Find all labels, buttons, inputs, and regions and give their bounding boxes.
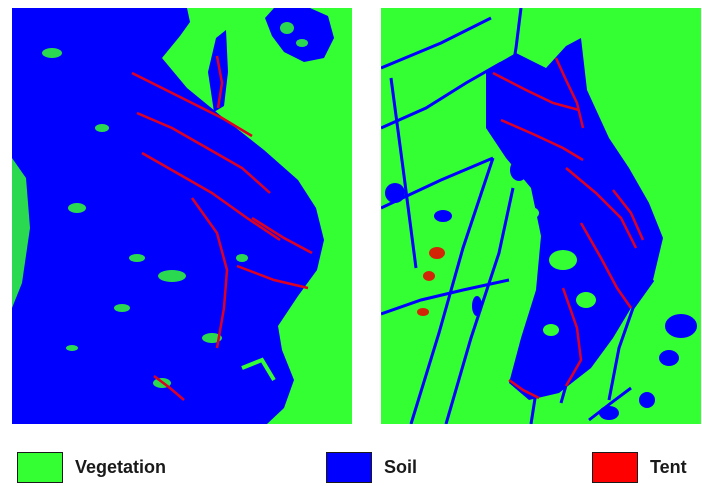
right-classification-map [381,8,701,424]
legend-item-soil: Soil [326,452,417,483]
legend-swatch-soil [326,452,372,483]
legend-swatch-tent [592,452,638,483]
legend-label-tent: Tent [650,457,687,477]
legend-label-vegetation: Vegetation [75,457,167,477]
left-classification-map [12,8,352,424]
legend-item-vegetation: Vegetation [17,452,166,483]
legend-label-soil: Soil [384,457,418,477]
legend-swatch-vegetation [17,452,63,483]
legend-item-tent: Tent [592,452,687,483]
